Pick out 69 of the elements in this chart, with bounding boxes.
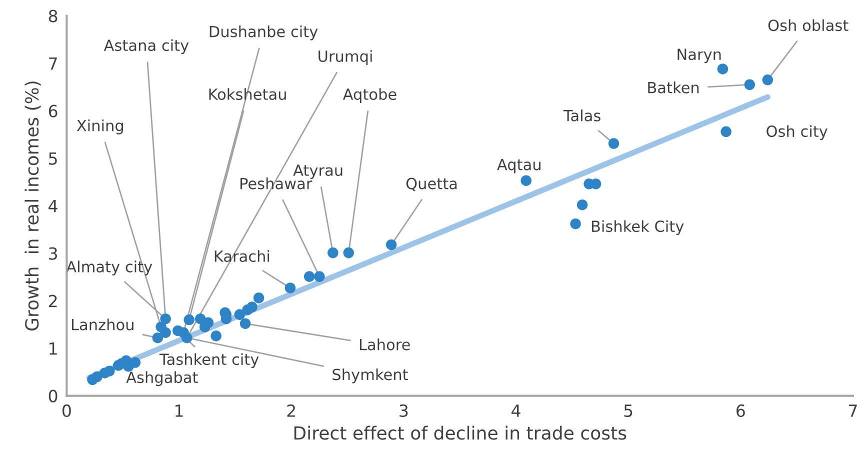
- point: [284, 282, 296, 294]
- point: [160, 313, 171, 324]
- point: [304, 271, 315, 282]
- point: [184, 314, 195, 326]
- y-tick-label: 5: [49, 152, 57, 165]
- point: [720, 126, 732, 138]
- annotation: Shymkent: [332, 368, 408, 384]
- annotation: Xining: [76, 120, 124, 134]
- x-tick-label: 3: [400, 404, 408, 418]
- point: [152, 332, 164, 344]
- x-tick-label: 1: [176, 404, 183, 417]
- annotation: Dushanbe city: [210, 25, 318, 40]
- annotation: Peshawar: [240, 177, 312, 190]
- point: [194, 313, 206, 324]
- point: [343, 247, 354, 258]
- point: [762, 74, 774, 86]
- annotation: Aqtobe: [342, 88, 396, 103]
- annotation: Quetta: [406, 178, 457, 192]
- annotation: Astana city: [104, 39, 189, 54]
- annotation: Aqtau: [497, 158, 540, 174]
- point: [386, 239, 397, 250]
- x-tick-label: 6: [736, 404, 745, 418]
- annotation: Talas: [563, 110, 600, 122]
- point: [242, 304, 253, 316]
- point: [234, 309, 246, 320]
- point: [520, 175, 532, 186]
- point: [328, 247, 338, 258]
- annotation: Batken: [648, 82, 699, 94]
- y-tick-label: 4: [48, 200, 58, 212]
- x-tick-label: 4: [512, 404, 520, 417]
- point: [104, 366, 115, 376]
- y-tick-label: 0: [48, 390, 58, 402]
- annotation: Kokshetau: [209, 88, 286, 100]
- point: [717, 64, 728, 74]
- point: [744, 79, 756, 90]
- x-tick-label: 7: [849, 404, 857, 417]
- point: [608, 138, 620, 149]
- point: [172, 325, 184, 336]
- annotation: Karachi: [214, 250, 270, 262]
- x-tick-label: 0: [62, 404, 71, 418]
- point: [240, 318, 251, 329]
- y-axis-title: Growth in real incomes (%): [24, 82, 41, 331]
- annotation: Osh city: [766, 125, 828, 140]
- point: [314, 271, 325, 282]
- annotation: Urumqi: [318, 50, 372, 65]
- point: [160, 327, 171, 338]
- y-tick-label: 7: [49, 57, 57, 70]
- point: [576, 199, 588, 210]
- annotation: Lahore: [360, 338, 410, 350]
- annotation: Ashgabat: [126, 371, 198, 386]
- annotation: Tashkent city: [159, 353, 259, 368]
- x-axis-title: Direct effect of decline in trade costs: [294, 426, 626, 440]
- y-tick-label: 8: [48, 10, 58, 22]
- x-tick-label: 5: [624, 404, 632, 418]
- annotation: Naryn: [678, 48, 721, 64]
- y-tick-label: 1: [50, 342, 57, 355]
- point: [253, 292, 264, 304]
- point: [570, 218, 581, 230]
- annotation: Almaty city: [66, 260, 152, 276]
- annotation: Osh oblast: [768, 19, 848, 32]
- annotation: Bishkek City: [592, 220, 684, 236]
- x-tick-label: 2: [287, 404, 295, 417]
- y-tick-label: 2: [48, 294, 57, 308]
- point: [182, 332, 192, 344]
- y-tick-label: 3: [49, 247, 58, 260]
- annotation: Atyrau: [293, 164, 342, 179]
- y-tick-label: 6: [48, 104, 58, 118]
- annotation: Lanzhou: [72, 318, 134, 330]
- point: [210, 330, 222, 342]
